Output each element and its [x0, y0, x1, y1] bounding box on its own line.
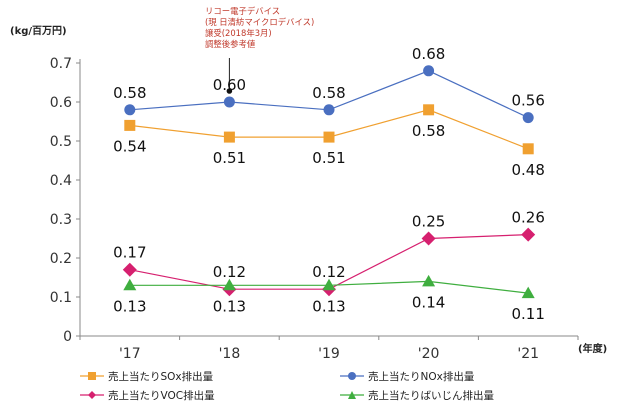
- data-label: 0.51: [213, 149, 246, 167]
- data-label: 0.51: [312, 149, 345, 167]
- annotation-dot: [226, 88, 233, 94]
- data-point-circle: [323, 104, 335, 116]
- data-label: 0.25: [412, 213, 445, 231]
- data-label: 0.14: [412, 293, 445, 311]
- data-point-square: [124, 119, 136, 131]
- data-label: 0.13: [213, 297, 246, 315]
- legend-label: 売上当たりSOx排出量: [108, 370, 214, 383]
- data-label: 0.54: [113, 137, 146, 155]
- data-point-triangle: [123, 278, 137, 291]
- annotation-line: リコー電子デバイス: [205, 6, 281, 16]
- y-tick-label: 0.6: [50, 95, 72, 111]
- data-point-diamond: [122, 262, 137, 277]
- annotation-line: 調整後参考値: [205, 39, 256, 49]
- legend-label: 売上当たりばいじん排出量: [368, 389, 494, 402]
- y-tick-label: 0.4: [50, 173, 72, 189]
- y-tick-label: 0: [63, 329, 72, 345]
- x-tick-label: '19: [318, 346, 340, 362]
- legend-item-voc: 売上当たりVOC排出量: [80, 388, 215, 402]
- data-label: 0.56: [511, 92, 544, 110]
- data-point-diamond: [521, 227, 536, 242]
- data-point-diamond: [421, 231, 436, 246]
- data-point-circle: [124, 104, 136, 116]
- x-tick-label: '18: [219, 346, 241, 362]
- data-point-square: [423, 104, 435, 116]
- legend-label: 売上当たりNOx排出量: [368, 370, 475, 383]
- legend-marker-circle: [340, 372, 364, 380]
- data-label: 0.26: [511, 209, 544, 227]
- annotation-line: (現 日清紡マイクロデバイス): [205, 17, 315, 27]
- legend-item-dust: 売上当たりばいじん排出量: [340, 388, 494, 402]
- legend-marker-square: [80, 372, 104, 380]
- legend-item-sox: 売上当たりSOx排出量: [80, 369, 213, 383]
- data-label: 0.13: [113, 297, 146, 315]
- data-label: 0.17: [113, 244, 146, 262]
- data-label: 0.58: [312, 84, 345, 102]
- annotation-line: 譲受(2018年3月): [205, 28, 272, 38]
- data-point-circle: [423, 65, 435, 77]
- y-axis-unit: (kg/百万円): [10, 26, 67, 37]
- data-point-circle: [223, 96, 235, 108]
- data-point-triangle: [422, 274, 436, 287]
- data-point-triangle: [222, 278, 236, 291]
- data-label: 0.60: [213, 76, 246, 94]
- data-label: 0.58: [412, 122, 445, 140]
- annotation-text: リコー電子デバイス (現 日清紡マイクロデバイス) 譲受(2018年3月) 調整…: [205, 6, 314, 50]
- data-label: 0.13: [312, 297, 345, 315]
- legend-item-nox: 売上当たりNOx排出量: [340, 369, 474, 383]
- x-axis-unit: (年度): [578, 344, 608, 355]
- data-point-square: [522, 143, 534, 155]
- data-point-triangle: [322, 278, 336, 291]
- y-tick-label: 0.7: [50, 56, 72, 72]
- data-label: 0.12: [312, 263, 345, 281]
- legend-label: 売上当たりVOC排出量: [108, 389, 215, 402]
- data-label: 0.48: [511, 161, 544, 179]
- y-tick-label: 0.2: [50, 251, 72, 267]
- data-label: 0.12: [213, 263, 246, 281]
- data-point-triangle: [521, 286, 535, 299]
- x-tick-label: '17: [119, 346, 141, 362]
- y-tick-label: 0.1: [50, 290, 72, 306]
- legend-marker-diamond: [80, 391, 104, 399]
- legend-marker-triangle: [340, 391, 364, 399]
- x-tick-label: '20: [418, 346, 440, 362]
- data-point-circle: [522, 112, 534, 124]
- data-label: 0.11: [511, 305, 544, 323]
- data-label: 0.68: [412, 45, 445, 63]
- x-tick-label: '21: [517, 346, 539, 362]
- data-label: 0.58: [113, 84, 146, 102]
- data-point-square: [223, 131, 235, 143]
- data-point-square: [323, 131, 335, 143]
- y-tick-label: 0.3: [50, 212, 72, 228]
- y-tick-label: 0.5: [50, 134, 72, 150]
- series-line: [129, 109, 529, 150]
